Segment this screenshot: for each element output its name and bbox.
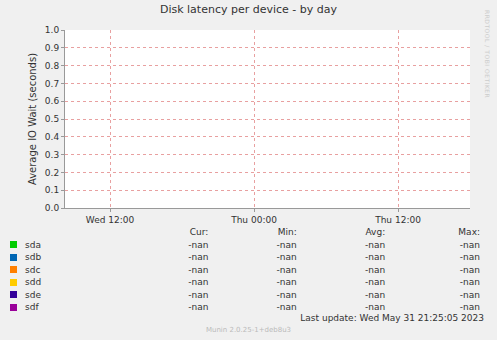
svg-text:Average IO Wait (seconds): Average IO Wait (seconds) [27,53,38,185]
html-text:-nan: -nan [276,252,297,262]
svg-text:0.7: 0.7 [45,79,59,89]
html-text:-nan: -nan [188,239,209,250]
svg-text:Thu 12:00: Thu 12:00 [374,215,421,225]
html-text:-nan: -nan [188,252,209,262]
html-text:sdd: sdd [25,277,42,287]
svg-text:Thu 00:00: Thu 00:00 [230,215,277,225]
html-text:-nan: -nan [188,277,209,287]
svg-text:0.3: 0.3 [45,150,59,160]
html-text:-nan: -nan [276,302,297,312]
svg-text:0.9: 0.9 [45,43,60,53]
html-text:-nan: -nan [459,239,480,250]
svg-text:Wed 12:00: Wed 12:00 [86,215,135,225]
html-text:-nan: -nan [365,252,386,262]
html-text:Cur:: Cur: [189,227,209,237]
svg-text:Disk latency per device - by d: Disk latency per device - by day [160,3,338,16]
svg-text:0.0: 0.0 [45,203,60,213]
html-text:sdc: sdc [25,264,41,275]
html-text:-nan: -nan [459,252,480,262]
svg-text:0.8: 0.8 [45,61,60,71]
svg-text:0.2: 0.2 [45,168,59,178]
html-text:-nan: -nan [365,277,386,287]
html-text:-nan: -nan [365,289,386,300]
html-text:-nan: -nan [188,302,209,312]
svg-text:0.1: 0.1 [45,185,59,195]
html-text:-nan: -nan [365,302,386,312]
html-text:-nan: -nan [459,264,480,275]
html-text:-nan: -nan [188,289,209,300]
html-text:RRDTOOL / TOBI OETIKER: RRDTOOL / TOBI OETIKER [484,10,491,99]
svg-text:1.0: 1.0 [45,25,60,35]
html-text:-nan: -nan [459,277,480,287]
html-text:Munin 2.0.25-1+deb8u3: Munin 2.0.25-1+deb8u3 [205,326,292,334]
html-text:sdf: sdf [25,302,39,312]
html-text:-nan: -nan [459,289,480,300]
html-text:sdb: sdb [25,252,42,262]
html-text:sda: sda [25,239,41,250]
html-text:Last update: Wed May 31 21:25:: Last update: Wed May 31 21:25:05 2023 [300,313,484,323]
html-text:sde: sde [25,289,41,300]
html-text:-nan: -nan [276,239,297,250]
html-text:-nan: -nan [276,277,297,287]
html-text:-nan: -nan [276,264,297,275]
html-text:-nan: -nan [188,264,209,275]
svg-text:0.6: 0.6 [45,96,60,106]
html-text:Avg:: Avg: [365,227,386,237]
svg-text:0.4: 0.4 [45,132,60,142]
html-text:-nan: -nan [365,264,386,275]
html-text:Max:: Max: [458,227,480,237]
html-text:-nan: -nan [459,302,480,312]
svg-text:0.5: 0.5 [45,114,59,124]
html-text:-nan: -nan [276,289,297,300]
html-text:-nan: -nan [365,239,386,250]
html-text:Min:: Min: [277,227,297,237]
